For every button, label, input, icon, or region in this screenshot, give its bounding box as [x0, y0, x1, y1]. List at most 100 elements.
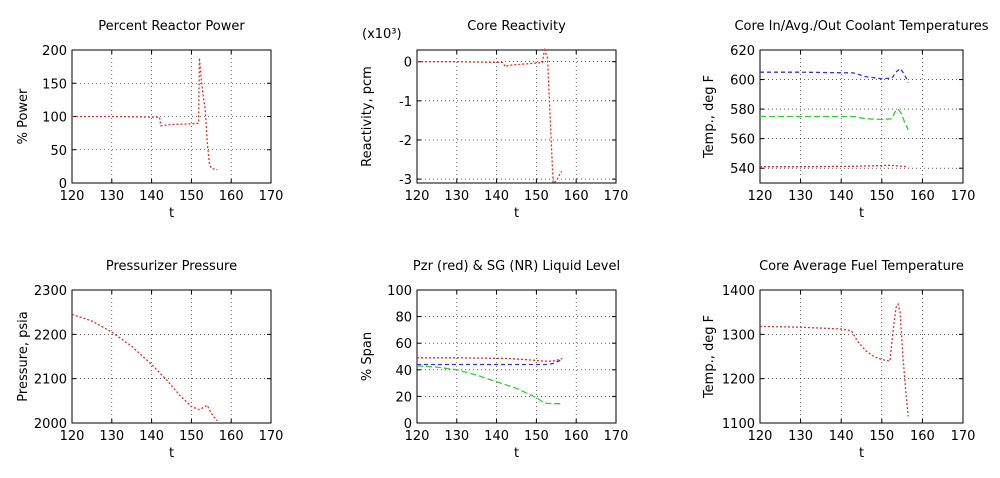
y-tick-label: 150 [42, 77, 67, 92]
y-tick-label: 1300 [722, 328, 755, 343]
x-tick-label: 150 [869, 429, 894, 444]
x-tick-label: 150 [869, 189, 894, 204]
y-tick-label: -1 [399, 95, 412, 110]
x-tick-label: 140 [829, 189, 854, 204]
x-tick-label: 150 [179, 189, 204, 204]
y-tick-label: 100 [387, 284, 412, 299]
x-axis-label: t [859, 206, 864, 221]
series-line-1 [760, 67, 909, 83]
chart-title: Core Average Fuel Temperature [759, 259, 964, 274]
y-axis-exponent: (x10³) [362, 27, 402, 42]
x-tick-label: 150 [524, 429, 549, 444]
x-tick-label: 170 [259, 429, 284, 444]
x-tick-label: 140 [139, 189, 164, 204]
y-tick-label: 620 [730, 44, 755, 59]
y-tick-label: 1400 [722, 284, 755, 299]
x-tick-label: 130 [99, 429, 124, 444]
x-tick-label: 160 [564, 429, 589, 444]
series-line-2 [417, 359, 563, 366]
x-tick-label: 120 [405, 429, 430, 444]
chart-pzr_pressure: 120 130 140 150 160 1702000210022002300Pressu… [16, 259, 283, 461]
y-tick-label: 2200 [34, 328, 67, 343]
y-tick-label: -2 [399, 134, 412, 149]
x-axis-label: t [169, 206, 174, 221]
x-tick-label: 170 [951, 189, 976, 204]
x-tick-label: 160 [219, 429, 244, 444]
x-tick-label: 130 [444, 189, 469, 204]
x-tick-label: 120 [60, 189, 85, 204]
y-tick-label: 80 [395, 311, 412, 326]
x-tick-label: 170 [951, 429, 976, 444]
x-tick-label: 140 [139, 429, 164, 444]
x-tick-label: 170 [259, 189, 284, 204]
plot-frame [71, 289, 272, 424]
x-axis-label: t [514, 206, 519, 221]
chart-title: Pressurizer Pressure [106, 259, 237, 274]
chart-reactivity: 120 130 140 150 160 170 -3 -2 -1 0 Core Reactivity… [360, 19, 628, 221]
x-tick-label: 130 [788, 429, 813, 444]
y-tick-label: 2000 [34, 417, 67, 432]
y-axis-label: Temp., deg F [702, 75, 717, 159]
y-tick-label: 540 [730, 162, 755, 177]
y-tick-label: 0 [404, 56, 412, 71]
x-tick-label: 150 [179, 429, 204, 444]
y-axis-label: % Power [16, 88, 31, 144]
x-tick-label: 120 [60, 429, 85, 444]
series-line-2 [760, 108, 909, 131]
y-tick-label: 560 [730, 133, 755, 148]
y-tick-label: 20 [395, 390, 412, 405]
y-tick-label: 1200 [722, 373, 755, 388]
x-tick-label: 160 [910, 189, 935, 204]
plot-frame [759, 289, 964, 424]
y-axis-label: Temp., deg F [702, 315, 717, 399]
x-axis-label: t [169, 446, 174, 461]
x-tick-label: 140 [829, 429, 854, 444]
series-line-1 [417, 357, 563, 362]
chart-title: Pzr (red) & SG (NR) Liquid Level [413, 259, 620, 274]
y-tick-label: 2300 [34, 284, 67, 299]
x-axis-label: t [859, 446, 864, 461]
y-tick-label: 580 [730, 103, 755, 118]
x-tick-label: 120 [748, 429, 773, 444]
series-line-1 [71, 313, 218, 422]
chart-title: Percent Reactor Power [98, 19, 245, 34]
chart-fuel_temp: 120 130 140 150 160 170 1100 1200 1300 1400 Core A… [702, 259, 975, 461]
x-axis-label: t [514, 446, 519, 461]
y-tick-label: 100 [42, 111, 67, 126]
x-tick-label: 150 [524, 189, 549, 204]
x-tick-label: 140 [484, 429, 509, 444]
y-tick-label: 200 [42, 44, 67, 59]
y-axis-label: Pressure, psia [16, 311, 31, 401]
x-tick-label: 130 [788, 189, 813, 204]
x-tick-label: 120 [405, 189, 430, 204]
y-tick-label: 50 [50, 144, 67, 159]
y-tick-label: 60 [395, 337, 412, 352]
y-tick-label: 0 [404, 417, 412, 432]
y-axis-label: Reactivity, pcm [360, 66, 375, 167]
x-tick-label: 140 [484, 189, 509, 204]
y-tick-label: 1100 [722, 417, 755, 432]
x-tick-label: 130 [444, 429, 469, 444]
x-tick-label: 160 [219, 189, 244, 204]
plot-frame [416, 49, 617, 184]
y-tick-label: 600 [730, 74, 755, 89]
x-tick-label: 130 [99, 189, 124, 204]
y-axis-label: % Span [360, 332, 375, 381]
series-line-3 [760, 164, 909, 168]
series-line-1 [72, 57, 218, 171]
chart-title: Core In/Avg./Out Coolant Temperatures [734, 19, 988, 34]
x-tick-label: 160 [564, 189, 589, 204]
y-tick-label: 0 [59, 177, 67, 192]
chart-title: Core Reactivity [467, 19, 566, 34]
x-tick-label: 170 [604, 189, 629, 204]
chart-power: 120 130 140 150 160 170 0 50 100 150 200 Percent Re… [16, 19, 283, 221]
y-tick-label: 40 [395, 364, 412, 379]
plot-frame [416, 289, 617, 424]
y-tick-label: 2100 [34, 373, 67, 388]
y-tick-label: -3 [399, 173, 412, 188]
chart-coolant: 120 130 140 150 160 170 540 560 580 600 620 Core In… [702, 19, 989, 221]
x-tick-label: 120 [748, 189, 773, 204]
